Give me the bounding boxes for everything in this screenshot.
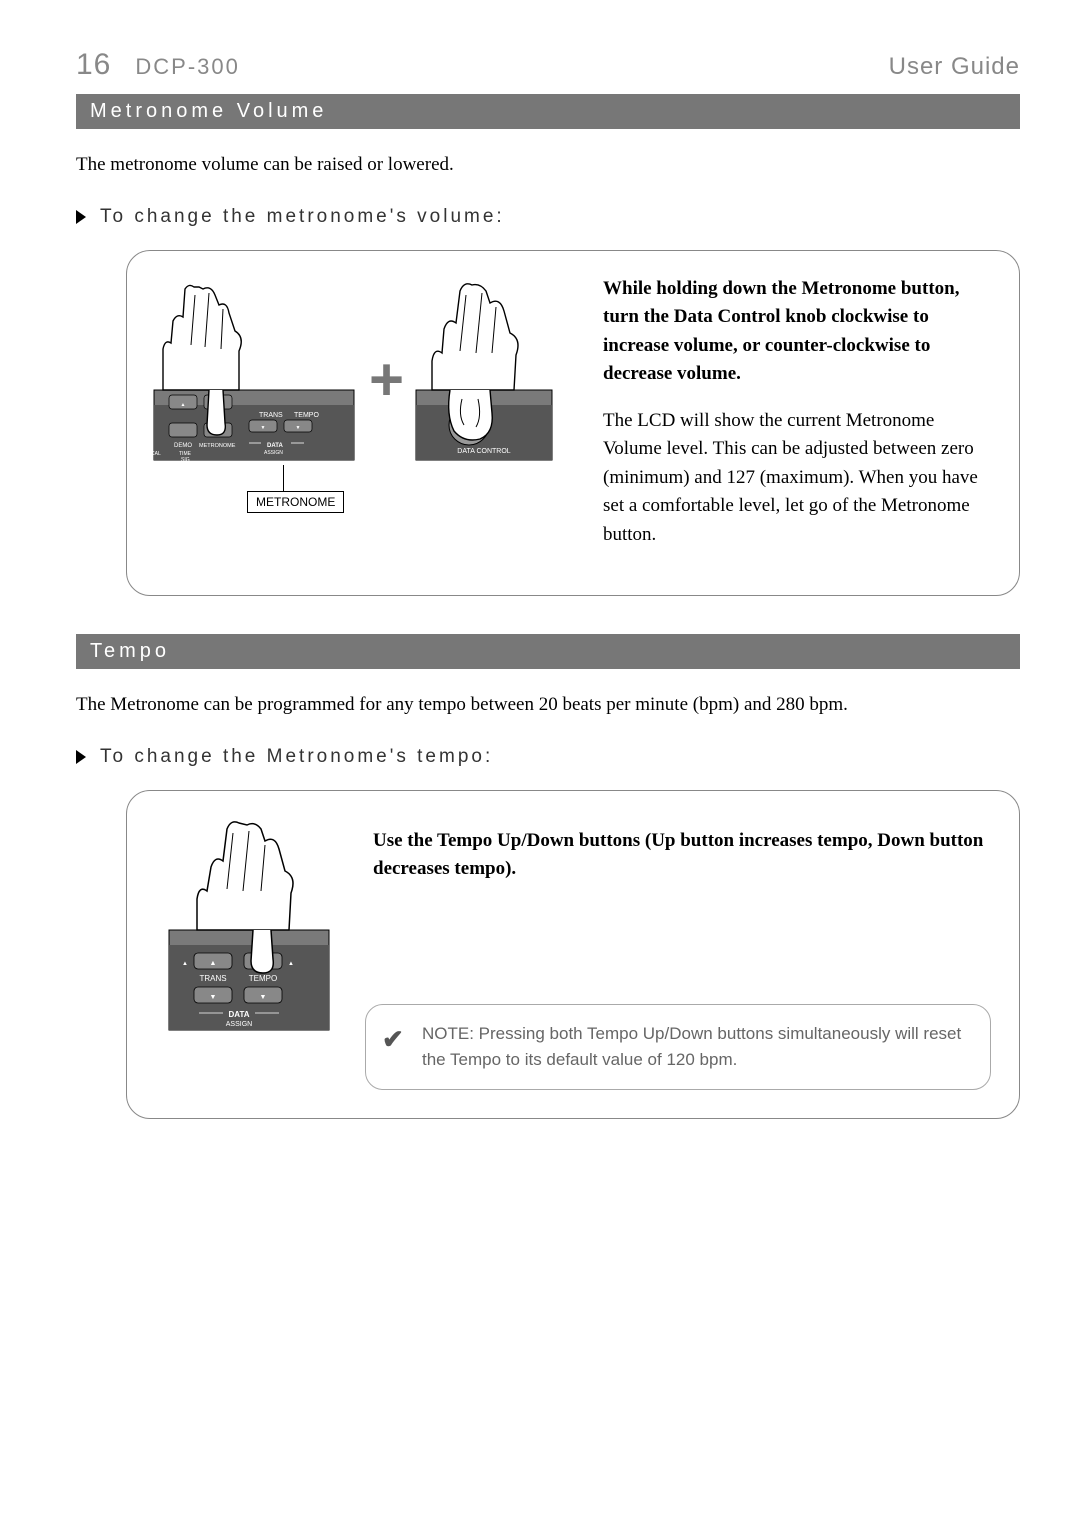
note-text: NOTE: Pressing both Tempo Up/Down button… [422, 1024, 961, 1069]
callout-leader-line [283, 465, 284, 493]
metronome-callout-label: METRONOME [247, 491, 344, 513]
svg-text:METRONOME: METRONOME [199, 443, 236, 449]
svg-text:▲: ▲ [181, 403, 186, 408]
model-name: DCP-300 [135, 54, 239, 80]
svg-text:▲: ▲ [210, 959, 217, 967]
svg-text:ASSIGN: ASSIGN [226, 1021, 252, 1028]
svg-text:DATA: DATA [228, 1010, 249, 1019]
callout-box-2: ▲ ▲ ▲ ▲ TRANS TEMPO ▼ ▼ DATA ASSIGN [126, 790, 1020, 1120]
checkmark-icon: ✔ [382, 1019, 404, 1059]
svg-text:TRANS: TRANS [199, 974, 226, 983]
svg-text:▲: ▲ [182, 961, 188, 967]
section-title-tempo: Tempo [76, 634, 1020, 669]
svg-text:SIG: SIG [181, 457, 190, 463]
svg-text:▲: ▲ [288, 961, 294, 967]
svg-text:▼: ▼ [210, 993, 217, 1001]
svg-text:DEMO: DEMO [174, 443, 192, 449]
instruction1-bold: While holding down the Metronome button,… [603, 275, 991, 389]
svg-text:DATA CONTROL: DATA CONTROL [457, 448, 511, 455]
illustration-1: ▲ ▲ TRANS TEMPO ▼ ▼ DEMO METRONOME [149, 275, 579, 525]
instruction2-bold: Use the Tempo Up/Down buttons (Up button… [373, 827, 991, 884]
svg-text:CAL: CAL [151, 451, 161, 457]
step2-text: To change the Metronome's tempo: [100, 746, 493, 768]
section1-intro: The metronome volume can be raised or lo… [76, 151, 1020, 180]
svg-text:TEMPO: TEMPO [294, 412, 319, 419]
step-row-1: To change the metronome's volume: [76, 206, 1020, 228]
triangle-bullet-icon [76, 210, 86, 224]
doc-type: User Guide [889, 53, 1020, 81]
triangle-bullet-icon [76, 750, 86, 764]
hand-tempo-diagram-icon: ▲ ▲ ▲ ▲ TRANS TEMPO ▼ ▼ DATA ASSIGN [149, 815, 349, 1045]
hand-button-diagram-icon: ▲ ▲ TRANS TEMPO ▼ ▼ DEMO METRONOME [149, 275, 359, 485]
hand-knob-diagram-icon: DATA CONTROL [414, 275, 554, 485]
note-box: ✔ NOTE: Pressing both Tempo Up/Down butt… [365, 1004, 991, 1091]
section2-intro: The Metronome can be programmed for any … [76, 691, 1020, 720]
instruction1-body: The LCD will show the current Metronome … [603, 407, 991, 550]
svg-text:▼: ▼ [296, 426, 301, 431]
page-header: 16 DCP-300 User Guide [76, 48, 1020, 82]
svg-text:TRANS: TRANS [259, 412, 283, 419]
svg-text:▼: ▼ [261, 426, 266, 431]
section-title-metronome-volume: Metronome Volume [76, 94, 1020, 129]
svg-text:DATA: DATA [267, 443, 283, 449]
step1-text: To change the metronome's volume: [100, 206, 505, 228]
callout1-description: While holding down the Metronome button,… [603, 275, 991, 568]
svg-text:TEMPO: TEMPO [249, 974, 277, 983]
illustration-2: ▲ ▲ ▲ ▲ TRANS TEMPO ▼ ▼ DATA ASSIGN [149, 815, 349, 1045]
callout2-description: Use the Tempo Up/Down buttons (Up button… [373, 815, 991, 1091]
svg-text:ASSIGN: ASSIGN [264, 450, 283, 456]
page-number: 16 [76, 48, 111, 82]
svg-text:▼: ▼ [260, 993, 267, 1001]
plus-icon: + [369, 345, 404, 414]
step-row-2: To change the Metronome's tempo: [76, 746, 1020, 768]
callout-box-1: ▲ ▲ TRANS TEMPO ▼ ▼ DEMO METRONOME [126, 250, 1020, 597]
